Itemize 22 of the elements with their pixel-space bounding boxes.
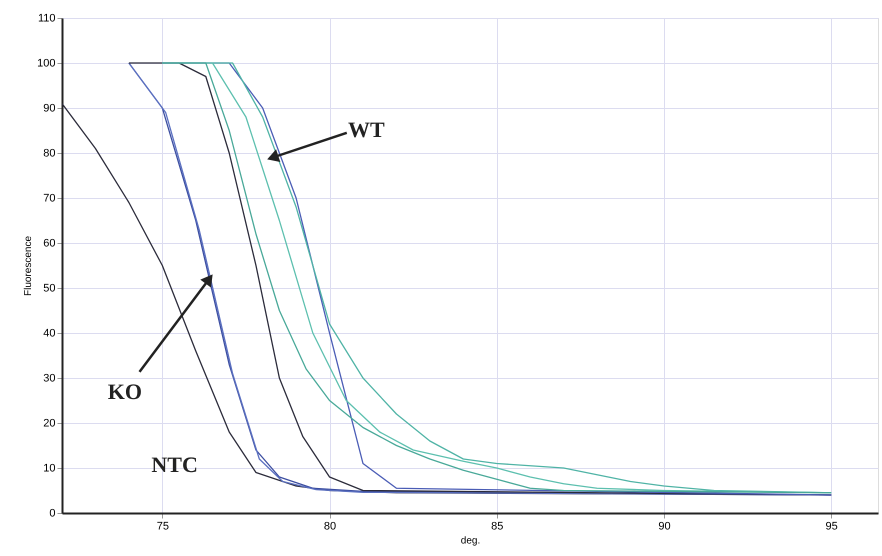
y-tick-label: 20	[43, 418, 56, 430]
x-axis-title: deg.	[460, 536, 480, 546]
y-tick-label: 110	[38, 12, 56, 24]
y-tick-label: 70	[43, 192, 56, 204]
x-tick-label: 80	[324, 520, 336, 532]
y-tick-label: 0	[49, 508, 56, 520]
x-tick-label: 85	[491, 520, 504, 532]
x-tick-label: 95	[826, 520, 838, 532]
y-axis-title: Fluorescence	[23, 236, 34, 296]
y-tick-label: 60	[43, 238, 56, 250]
y-tick-label: 30	[43, 372, 56, 384]
annotation: KO	[108, 379, 142, 404]
y-tick-label: 90	[43, 102, 56, 114]
y-tick-label: 40	[43, 328, 56, 340]
x-tick-label: 90	[658, 520, 671, 532]
annotation: NTC	[151, 452, 198, 477]
y-tick-label: 100	[37, 58, 56, 70]
y-tick-label: 80	[43, 148, 56, 160]
y-tick-label: 10	[43, 462, 56, 474]
y-tick-label: 50	[43, 282, 56, 294]
annotation: WT	[348, 116, 386, 142]
x-tick-label: 75	[156, 520, 169, 532]
